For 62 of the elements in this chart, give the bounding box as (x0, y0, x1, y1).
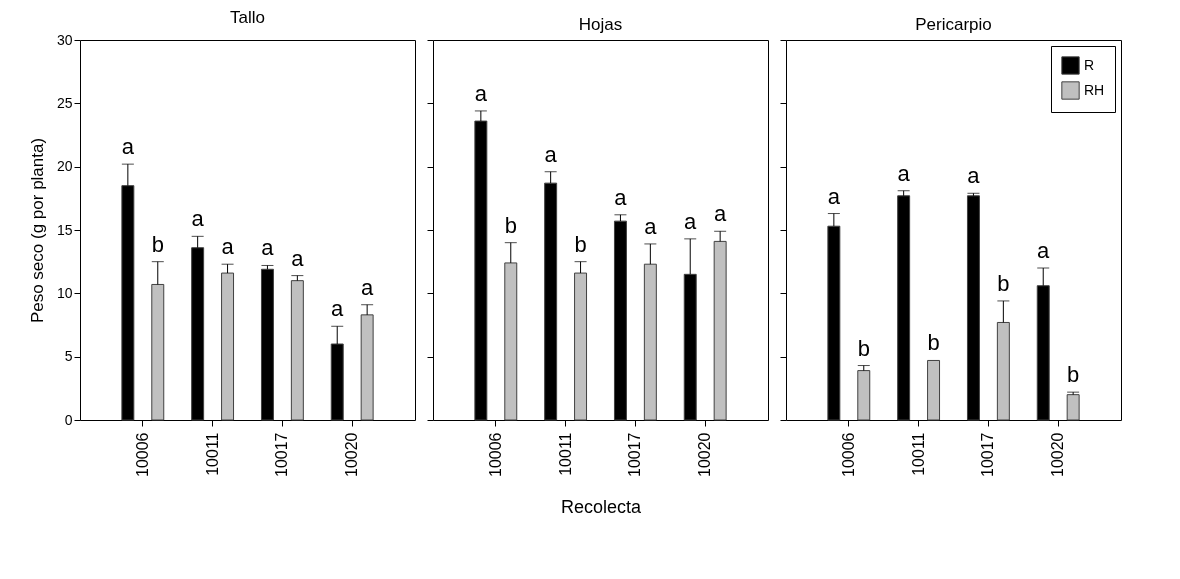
bar (151, 283, 165, 421)
data-label: b (1067, 362, 1080, 388)
x-tick-label: 10006 (839, 432, 857, 477)
data-label: a (191, 206, 205, 232)
data-label: a (331, 296, 345, 322)
bar (857, 370, 871, 421)
data-label: b (927, 330, 940, 356)
y-tick-label: 25 (56, 94, 73, 111)
data-label: a (614, 184, 628, 210)
chart-title: Pericarpio (915, 14, 992, 34)
x-tick-label: 10017 (273, 432, 291, 477)
x-tick-label: 10011 (909, 432, 927, 476)
bar (713, 240, 727, 421)
bar (996, 321, 1010, 421)
x-tick-label: 10006 (133, 432, 151, 477)
bar (221, 272, 235, 421)
data-label: a (897, 160, 911, 186)
x-tick-label: 10017 (626, 432, 644, 477)
data-label: a (361, 274, 375, 300)
bar (504, 262, 518, 421)
data-label: a (544, 141, 558, 167)
x-tick-label: 10020 (343, 432, 361, 477)
data-label: a (684, 208, 698, 234)
legend-label: R (1084, 56, 1095, 73)
x-tick-label: 10006 (486, 432, 504, 477)
bar (290, 280, 304, 421)
x-tick-label: 10011 (203, 432, 221, 476)
data-label: b (504, 212, 517, 238)
data-label: a (714, 201, 728, 227)
y-tick-label: 20 (56, 158, 73, 175)
y-tick-label: 5 (64, 348, 73, 365)
bar (360, 314, 374, 421)
data-label: b (574, 231, 587, 257)
data-label: a (261, 235, 275, 261)
data-label: b (857, 335, 870, 361)
data-label: a (474, 80, 488, 106)
chart-title: Tallo (230, 8, 265, 27)
x-axis-title: Recolecta (560, 496, 643, 517)
bar (927, 359, 941, 421)
data-label: a (291, 245, 305, 271)
legend-label: RH (1084, 81, 1105, 98)
data-label: a (121, 134, 135, 160)
chart-title: Hojas (578, 14, 623, 34)
data-label: a (827, 183, 841, 209)
data-label: b (151, 231, 164, 257)
data-label: a (644, 213, 658, 239)
data-label: a (967, 163, 981, 189)
bar (1066, 394, 1080, 421)
bar (643, 263, 657, 421)
data-label: b (997, 270, 1010, 296)
data-label: a (221, 234, 235, 260)
data-label: a (1037, 238, 1051, 263)
y-tick-label: 0 (64, 411, 73, 428)
y-tick-label: 15 (56, 221, 73, 238)
x-tick-label: 10020 (696, 432, 714, 477)
x-tick-label: 10011 (556, 432, 574, 476)
x-tick-label: 10017 (979, 432, 997, 477)
x-tick-label: 10020 (1049, 432, 1067, 477)
y-tick-label: 30 (56, 31, 73, 48)
y-tick-label: 10 (56, 284, 73, 301)
y-axis-title: Peso seco (g por planta) (27, 137, 47, 324)
bar (574, 272, 588, 421)
